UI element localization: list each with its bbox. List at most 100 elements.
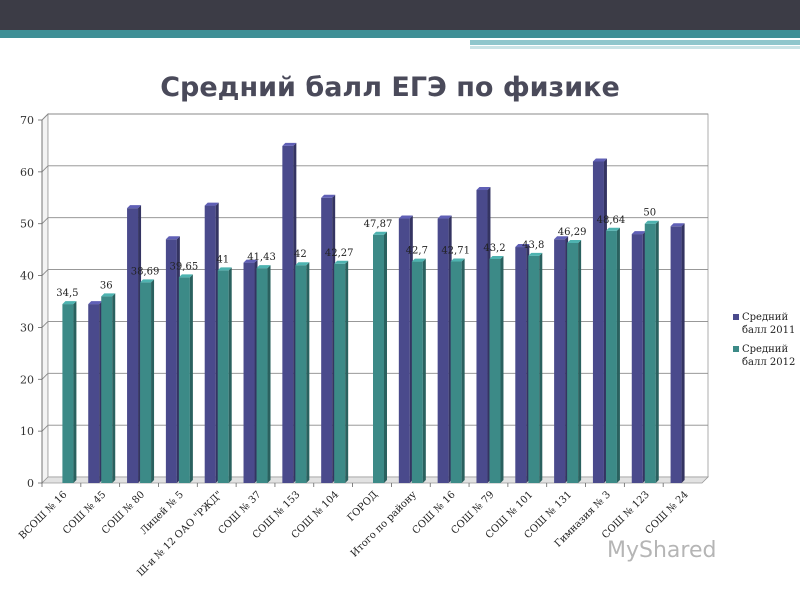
data-label: 43,2 xyxy=(483,243,505,254)
data-label: 38,69 xyxy=(131,266,160,277)
y-tick-label: 50 xyxy=(20,218,34,231)
bar-front xyxy=(515,247,527,483)
bar-top xyxy=(450,258,465,262)
bar-front xyxy=(592,161,604,483)
bar-side xyxy=(616,227,620,483)
bar-front xyxy=(165,239,177,483)
bar-2011 xyxy=(204,202,219,484)
bar-2012 xyxy=(605,227,620,483)
bar-front xyxy=(554,239,566,483)
y-tick-label: 60 xyxy=(20,166,34,179)
bar-2012 xyxy=(334,260,349,483)
x-tick-label: Итого по району xyxy=(349,489,419,559)
bar-top xyxy=(127,205,142,209)
data-label: 41,43 xyxy=(247,252,276,263)
bar-2012 xyxy=(217,267,232,483)
bar-side xyxy=(461,258,465,483)
bar-2011 xyxy=(127,205,142,483)
bar-top xyxy=(476,187,491,191)
bar-2011 xyxy=(243,259,258,483)
bar-front xyxy=(670,226,682,484)
legend-label: балл 2012 xyxy=(742,357,795,368)
y-tick-label: 0 xyxy=(27,477,34,490)
bar-front xyxy=(644,223,656,483)
bar-front xyxy=(243,262,255,483)
data-label: 39,65 xyxy=(170,261,199,272)
header-accent-line-pale xyxy=(470,46,800,49)
bar-front xyxy=(437,218,449,483)
bar-2012 xyxy=(140,279,155,483)
bar-top xyxy=(282,142,297,146)
bar-2011 xyxy=(631,231,646,483)
legend-swatch xyxy=(733,314,739,320)
data-label: 36 xyxy=(100,280,113,291)
bar-front xyxy=(631,234,643,483)
bar-top xyxy=(437,215,452,219)
y-tick-label: 30 xyxy=(20,321,34,334)
bar-front xyxy=(450,261,462,483)
legend-label: Средний xyxy=(742,344,788,355)
bar-side xyxy=(267,265,271,483)
bar-top xyxy=(411,258,426,262)
bar-2012 xyxy=(295,262,310,483)
bar-top xyxy=(373,231,387,235)
bar-front xyxy=(127,208,139,483)
bar-2011 xyxy=(515,244,530,483)
bar-front xyxy=(295,265,307,483)
data-label: 41 xyxy=(216,254,229,265)
header-accent-line-light xyxy=(470,40,800,45)
bar-top xyxy=(631,231,646,235)
bar-top xyxy=(334,260,349,264)
data-label: 50 xyxy=(643,208,656,219)
bar-top xyxy=(554,236,569,240)
bar-top xyxy=(605,227,620,231)
data-label: 42,7 xyxy=(406,246,428,257)
bar-front xyxy=(476,190,488,483)
bar-2012 xyxy=(178,274,193,483)
bar-top xyxy=(178,274,193,278)
header-bar xyxy=(0,0,800,30)
bar-front xyxy=(256,268,268,483)
bar-2011 xyxy=(88,301,103,483)
bar-top xyxy=(515,244,530,248)
bar-side xyxy=(151,279,155,483)
bar-side xyxy=(500,255,504,483)
x-tick-label: ВСОШ № 16 xyxy=(17,489,69,541)
bar-top xyxy=(670,223,685,227)
bar-side xyxy=(422,258,426,483)
bar-side xyxy=(384,231,387,483)
y-tick-label: 20 xyxy=(20,373,34,386)
bar-top xyxy=(398,215,413,219)
bar-front xyxy=(567,242,579,483)
bar-2012 xyxy=(567,239,582,483)
bar-top xyxy=(256,265,271,269)
bar-side xyxy=(189,274,193,483)
bar-front xyxy=(373,234,384,483)
data-label: 34,5 xyxy=(56,288,78,299)
data-label: 47,87 xyxy=(364,219,393,230)
data-label: 42 xyxy=(294,249,307,260)
bar-front xyxy=(411,261,423,483)
bar-2012 xyxy=(101,293,116,483)
bar-top xyxy=(321,194,336,198)
bar-side xyxy=(228,267,232,483)
bar-top xyxy=(592,158,607,162)
data-label: 46,29 xyxy=(558,227,587,238)
bar-front xyxy=(282,145,294,483)
bar-top xyxy=(217,267,232,271)
legend-label: Средний xyxy=(742,312,788,323)
bar-front xyxy=(204,205,216,484)
gridline xyxy=(41,113,708,121)
bar-2011 xyxy=(592,158,607,483)
legend-label: балл 2011 xyxy=(742,325,795,336)
y-tick-label: 70 xyxy=(20,114,34,127)
y-tick-label: 40 xyxy=(20,270,34,283)
bar-2012 xyxy=(644,220,659,483)
bar-side xyxy=(539,252,543,483)
bar-top xyxy=(528,252,543,256)
bar-2011 xyxy=(554,236,569,483)
x-tick-label: ГОРОД xyxy=(346,489,381,524)
bar-top xyxy=(204,202,219,206)
data-label: 43,8 xyxy=(522,240,544,251)
